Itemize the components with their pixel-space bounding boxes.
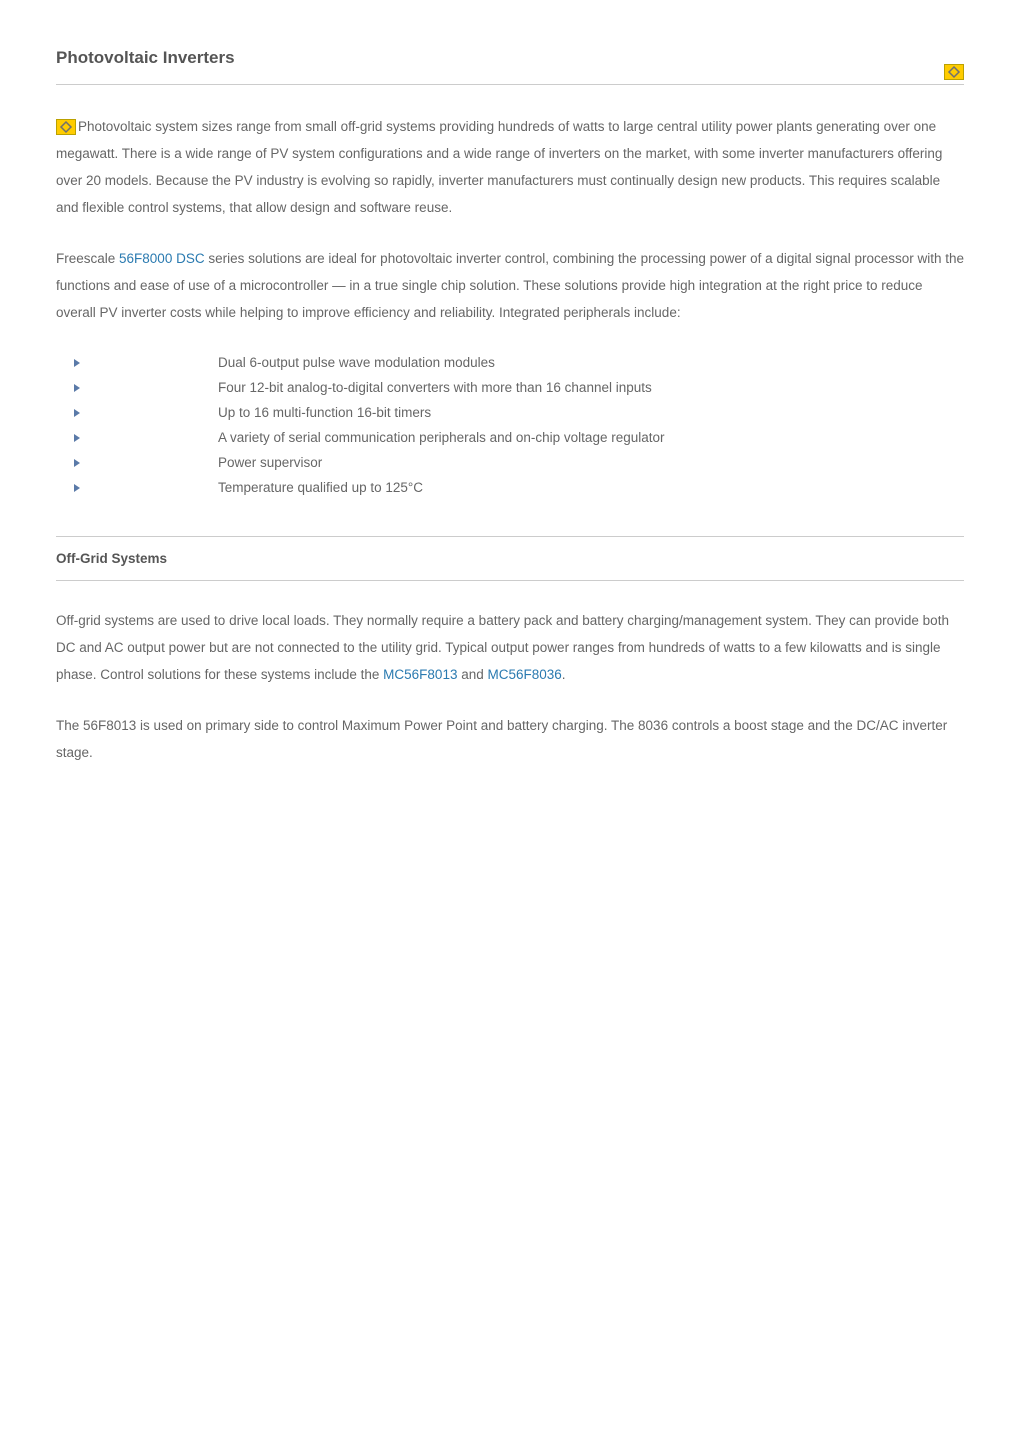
feature-text: Four 12-bit analog-to-digital converters… — [218, 380, 652, 395]
feature-text: A variety of serial communication periph… — [218, 430, 665, 445]
bullet-icon — [72, 383, 82, 393]
second-paragraph: Freescale 56F8000 DSC series solutions a… — [56, 245, 964, 326]
list-item: Dual 6-output pulse wave modulation modu… — [56, 350, 964, 375]
offgrid-para1: Off-grid systems are used to drive local… — [56, 607, 964, 688]
bullet-icon — [72, 433, 82, 443]
feature-text: Temperature qualified up to 125°C — [218, 480, 423, 495]
para2-prefix: Freescale — [56, 251, 119, 266]
feature-text: Dual 6-output pulse wave modulation modu… — [218, 355, 495, 370]
offgrid-para1-suffix: . — [562, 667, 566, 682]
diamond-badge-icon — [56, 119, 76, 135]
bullet-icon — [72, 458, 82, 468]
list-item: Four 12-bit analog-to-digital converters… — [56, 375, 964, 400]
mc56f8036-link[interactable]: MC56F8036 — [488, 667, 562, 682]
feature-text: Power supervisor — [218, 455, 322, 470]
intro-paragraph: Photovoltaic system sizes range from sma… — [56, 113, 964, 221]
feature-text: Up to 16 multi-function 16-bit timers — [218, 405, 431, 420]
list-item: Temperature qualified up to 125°C — [56, 475, 964, 500]
list-item: Power supervisor — [56, 450, 964, 475]
section-heading: Off-Grid Systems — [56, 551, 964, 566]
diamond-badge-icon — [944, 64, 964, 80]
list-item: A variety of serial communication periph… — [56, 425, 964, 450]
bullet-icon — [72, 408, 82, 418]
bullet-icon — [72, 358, 82, 368]
section-heading-wrap: Off-Grid Systems — [56, 536, 964, 581]
list-item: Up to 16 multi-function 16-bit timers — [56, 400, 964, 425]
bullet-icon — [72, 483, 82, 493]
title-row: Photovoltaic Inverters — [56, 48, 964, 85]
offgrid-para2: The 56F8013 is used on primary side to c… — [56, 712, 964, 766]
page-title: Photovoltaic Inverters — [56, 48, 235, 68]
mc56f8013-link[interactable]: MC56F8013 — [383, 667, 457, 682]
intro-text: Photovoltaic system sizes range from sma… — [56, 119, 942, 215]
offgrid-para1-mid: and — [457, 667, 487, 682]
dsc-link[interactable]: 56F8000 DSC — [119, 251, 205, 266]
feature-list: Dual 6-output pulse wave modulation modu… — [56, 350, 964, 500]
